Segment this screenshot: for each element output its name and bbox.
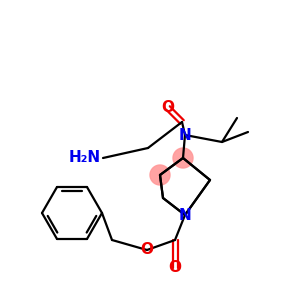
Circle shape — [173, 148, 193, 168]
Text: N: N — [178, 128, 191, 142]
Text: O: O — [169, 260, 182, 275]
Circle shape — [150, 165, 170, 185]
Text: O: O — [161, 100, 175, 116]
Text: O: O — [140, 242, 154, 257]
Text: H₂N: H₂N — [69, 151, 101, 166]
Text: N: N — [178, 208, 191, 223]
